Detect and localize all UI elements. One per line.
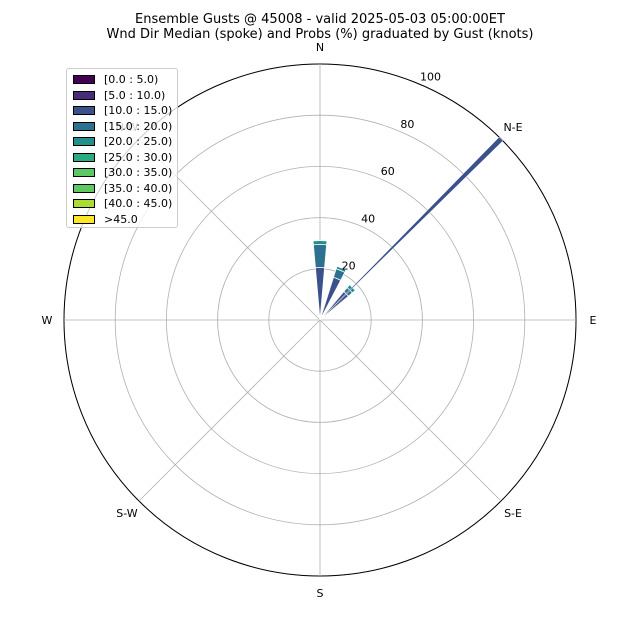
wind-bar-segment <box>335 265 347 273</box>
legend-item: [25.0 : 30.0) <box>73 150 177 166</box>
legend-label: [20.0 : 25.0) <box>104 135 173 149</box>
legend-swatch <box>73 214 95 224</box>
legend: [0.0 : 5.0) [5.0 : 10.0) [10.0 : 15.0) [15.… <box>66 68 178 228</box>
direction-label: E <box>590 314 597 327</box>
legend-swatch <box>73 90 95 100</box>
legend-swatch <box>73 75 95 85</box>
legend-label: [10.0 : 15.0) <box>104 104 173 118</box>
wind-bar-segment <box>312 240 328 246</box>
legend-swatch <box>73 199 95 209</box>
legend-swatch <box>73 152 95 162</box>
direction-label: S <box>317 587 324 600</box>
legend-item: [40.0 : 45.0) <box>73 196 177 212</box>
legend-item: [30.0 : 35.0) <box>73 165 177 181</box>
legend-label: [40.0 : 45.0) <box>104 197 173 211</box>
legend-label: [25.0 : 30.0) <box>104 150 173 164</box>
direction-label: N <box>316 41 324 54</box>
legend-label: [35.0 : 40.0) <box>104 181 173 195</box>
legend-item: [35.0 : 40.0) <box>73 181 177 197</box>
radial-tick-label: 100 <box>420 70 441 83</box>
direction-label: S-E <box>504 507 522 520</box>
legend-swatch <box>73 121 95 131</box>
radial-tick-label: 20 <box>342 260 356 273</box>
legend-item: [10.0 : 15.0) <box>73 103 177 119</box>
legend-item: [20.0 : 25.0) <box>73 134 177 150</box>
median-spoke <box>319 136 504 321</box>
wind-bar-segment <box>312 244 328 269</box>
legend-item: [5.0 : 10.0) <box>73 88 177 104</box>
legend-swatch <box>73 183 95 193</box>
legend-label: [30.0 : 35.0) <box>104 166 173 180</box>
chart-subtitle: Wnd Dir Median (spoke) and Probs (%) gra… <box>106 27 534 42</box>
grid-spoke <box>319 319 502 502</box>
radial-tick-label: 40 <box>361 212 375 225</box>
legend-label: [15.0 : 20.0) <box>104 119 173 133</box>
legend-item: >45.0 <box>73 212 177 228</box>
legend-label: [0.0 : 5.0) <box>104 73 159 87</box>
legend-item: [0.0 : 5.0) <box>73 72 177 88</box>
direction-label: W <box>42 314 53 327</box>
chart-title: Ensemble Gusts @ 45008 - valid 2025-05-0… <box>135 12 505 27</box>
radial-tick-label: 80 <box>400 118 414 131</box>
legend-label: [5.0 : 10.0) <box>104 88 166 102</box>
legend-swatch <box>73 106 95 116</box>
radial-tick-label: 60 <box>381 165 395 178</box>
direction-label: N-E <box>503 121 522 134</box>
median-direction-spoke <box>319 136 504 321</box>
grid-spoke <box>138 319 321 502</box>
wind-bars <box>312 240 356 321</box>
legend-swatch <box>73 168 95 178</box>
legend-item: [15.0 : 20.0) <box>73 119 177 135</box>
legend-label: >45.0 <box>104 212 138 226</box>
legend-swatch <box>73 137 95 147</box>
direction-label: S-W <box>116 507 138 520</box>
